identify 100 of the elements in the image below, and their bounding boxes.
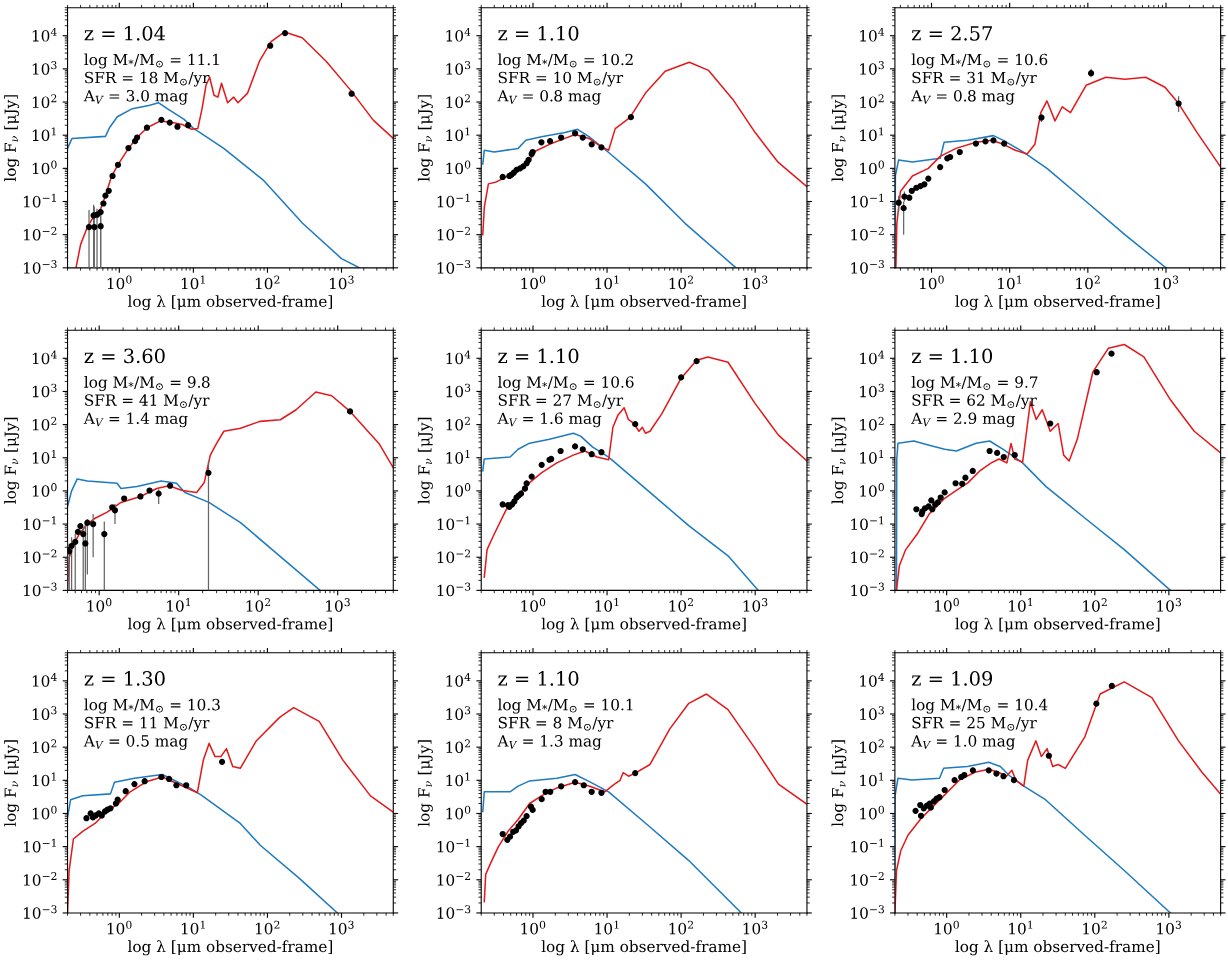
y-tick-label: 10$^{−2}$	[23, 872, 57, 886]
x-axis-title: log λ [μm observed-frame]	[127, 617, 332, 633]
y-tick-label: 10$^{0}$	[32, 805, 57, 820]
y-tick-label: 10$^{0}$	[860, 160, 884, 175]
y-tick-label: 10$^{2}$	[446, 94, 470, 108]
y-tick-label: 10$^{2}$	[32, 416, 57, 431]
x-tick-label: 10$^{0}$	[919, 275, 944, 290]
y-tick-label: 10$^{4}$	[860, 27, 885, 42]
y-tick-label: 10$^{1}$	[860, 449, 884, 464]
y-tick-label: 10$^{4}$	[32, 350, 57, 365]
annotation: A$_{V}$ = 1.0 mag	[911, 735, 1016, 750]
y-tick-label: 10$^{1}$	[32, 772, 56, 787]
annotation: z = 2.57	[911, 25, 992, 41]
annotation: A$_{V}$ = 1.4 mag	[83, 412, 188, 428]
x-axis-title: log λ [μm observed-frame]	[541, 617, 746, 633]
annotation: log M$_{*}$/M$_{⊙}$ = 10.3	[84, 698, 220, 714]
x-tick-label: 10$^{1}$	[595, 598, 619, 612]
y-tick-label: 10$^{−2}$	[23, 226, 57, 241]
annotation: SFR = 62 M$_{⊙}$/yr	[912, 394, 1037, 410]
x-tick-label: 10$^{1}$	[595, 920, 619, 935]
y-tick-label: 10$^{4}$	[446, 350, 471, 365]
y-tick-label: 10$^{−3}$	[23, 260, 57, 274]
y-tick-label: 10$^{2}$	[446, 739, 470, 754]
annotation: A$_{V}$ = 0.8 mag	[911, 89, 1015, 105]
y-tick-label: 10$^{−3}$	[437, 582, 471, 597]
annotation: SFR = 27 M$_{⊙}$/yr	[498, 394, 624, 410]
y-tick-label: 10$^{3}$	[446, 61, 471, 75]
y-tick-label: 10$^{4}$	[32, 673, 57, 687]
x-tick-label: 10$^{1}$	[181, 920, 205, 935]
x-tick-label: 10$^{1}$	[1009, 920, 1033, 935]
x-tick-label: 10$^{1}$	[167, 598, 191, 612]
x-tick-label: 10$^{3}$	[743, 920, 768, 935]
y-tick-label: 10$^{1}$	[446, 127, 470, 142]
y-tick-label: 10$^{1}$	[860, 772, 884, 787]
y-axis-title: log F$_{ν}$ [μJy]	[417, 740, 433, 827]
annotation: z = 1.04	[84, 25, 166, 41]
x-tick-label: 10$^{3}$	[743, 598, 768, 612]
y-tick-label: 10$^{−3}$	[851, 582, 884, 597]
y-tick-label: 10$^{4}$	[860, 673, 885, 687]
x-axis-title: log λ [μm observed-frame]	[955, 295, 1160, 311]
y-tick-label: 10$^{−1}$	[851, 193, 884, 208]
annotation: z = 1.10	[498, 25, 579, 41]
annotation: log M$_{*}$/M$_{⊙}$ = 11.1	[84, 53, 219, 69]
annotation: SFR = 31 M$_{⊙}$/yr	[912, 71, 1037, 87]
annotation: z = 1.10	[911, 348, 993, 364]
y-tick-label: 10$^{−3}$	[851, 260, 884, 274]
x-tick-label: 10$^{1}$	[1009, 598, 1033, 612]
x-tick-label: 10$^{0}$	[521, 275, 546, 290]
y-tick-label: 10$^{1}$	[860, 127, 884, 142]
x-tick-label: 10$^{1}$	[595, 275, 619, 290]
annotation: SFR = 18 M$_{⊙}$/yr	[85, 71, 210, 87]
y-tick-label: 10$^{2}$	[860, 94, 884, 108]
y-tick-label: 10$^{2}$	[446, 416, 470, 431]
y-tick-label: 10$^{−2}$	[23, 549, 57, 564]
x-axis-title: log λ [μm observed-frame]	[541, 940, 746, 956]
annotation: SFR = 11 M$_{⊙}$/yr	[85, 716, 210, 732]
y-tick-label: 10$^{0}$	[446, 483, 471, 497]
y-tick-label: 10$^{−2}$	[851, 549, 884, 564]
y-tick-label: 10$^{2}$	[32, 739, 57, 754]
annotation: z = 1.10	[498, 671, 579, 686]
y-axis-title: log F$_{ν}$ [μJy]	[831, 417, 847, 504]
y-tick-label: 10$^{0}$	[860, 805, 884, 820]
annotation: z = 1.09	[911, 671, 993, 686]
y-axis-title: log F$_{ν}$ [μJy]	[417, 417, 433, 504]
annotation: SFR = 8 M$_{⊙}$/yr	[498, 716, 614, 732]
x-tick-label: 10$^{2}$	[669, 275, 694, 290]
annotation: A$_{V}$ = 0.5 mag	[83, 735, 188, 750]
annotation: log M$_{*}$/M$_{⊙}$ = 10.6	[497, 376, 634, 392]
y-tick-label: 10$^{−1}$	[23, 516, 56, 530]
x-tick-label: 10$^{2}$	[246, 598, 271, 612]
annotation: A$_{V}$ = 3.0 mag	[83, 89, 188, 105]
y-tick-label: 10$^{−3}$	[23, 582, 57, 597]
annotation: z = 3.60	[84, 348, 165, 364]
annotation: A$_{V}$ = 0.8 mag	[497, 89, 601, 105]
y-tick-label: 10$^{−1}$	[437, 838, 470, 853]
y-tick-label: 10$^{1}$	[32, 449, 56, 464]
x-axis-title: log λ [μm observed-frame]	[127, 295, 332, 311]
y-tick-label: 10$^{1}$	[446, 449, 470, 464]
y-axis-title: log F$_{ν}$ [μJy]	[831, 95, 847, 182]
y-tick-label: 10$^{1}$	[32, 127, 56, 142]
x-tick-label: 10$^{0}$	[107, 275, 132, 290]
annotation: log M$_{*}$/M$_{⊙}$ = 10.4	[911, 698, 1048, 714]
y-tick-label: 10$^{−1}$	[437, 193, 470, 208]
y-tick-label: 10$^{−2}$	[437, 549, 471, 564]
x-tick-label: 10$^{3}$	[329, 275, 354, 290]
y-tick-label: 10$^{0}$	[860, 483, 884, 497]
x-tick-label: 10$^{2}$	[669, 598, 694, 612]
y-tick-label: 10$^{−1}$	[23, 838, 56, 853]
y-tick-label: 10$^{0}$	[32, 160, 57, 175]
x-axis-title: log λ [μm observed-frame]	[541, 295, 746, 311]
y-tick-label: 10$^{−2}$	[851, 872, 884, 886]
annotation: A$_{V}$ = 2.9 mag	[911, 412, 1016, 428]
y-tick-label: 10$^{4}$	[446, 673, 471, 687]
y-tick-label: 10$^{3}$	[32, 706, 57, 720]
annotation: SFR = 41 M$_{⊙}$/yr	[85, 394, 210, 410]
y-tick-label: 10$^{−3}$	[851, 905, 884, 919]
annotation: A$_{V}$ = 1.3 mag	[497, 735, 602, 750]
y-tick-label: 10$^{2}$	[860, 739, 884, 754]
x-tick-label: 10$^{0}$	[935, 598, 959, 612]
y-axis-title: log F$_{ν}$ [μJy]	[4, 740, 20, 827]
